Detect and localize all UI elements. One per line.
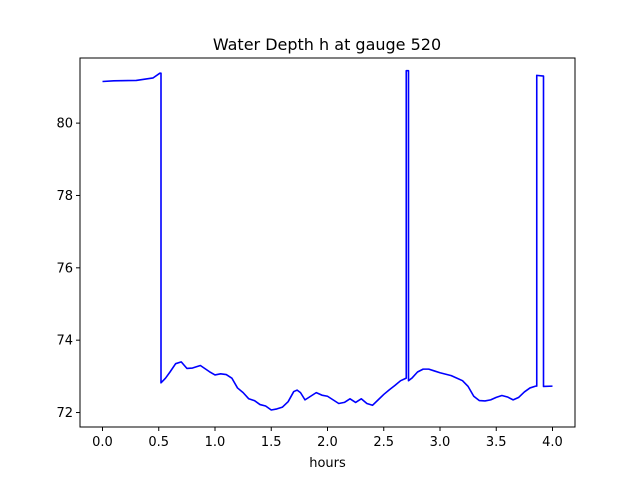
x-tick-label: 2.5 xyxy=(373,435,394,450)
x-tick-label: 0.0 xyxy=(92,435,113,450)
x-tick-label: 1.0 xyxy=(205,435,226,450)
x-tick-label: 3.5 xyxy=(486,435,507,450)
y-tick-label: 74 xyxy=(56,334,73,349)
x-tick-label: 4.0 xyxy=(542,435,563,450)
series-line-0 xyxy=(102,69,553,411)
x-tick-label: 0.5 xyxy=(148,435,169,450)
x-axis-label: hours xyxy=(309,456,346,471)
x-tick-label: 2.0 xyxy=(317,435,338,450)
y-tick-label: 78 xyxy=(56,189,73,204)
plot-frame xyxy=(79,57,576,428)
x-tick-label: 1.5 xyxy=(261,435,282,450)
y-tick-label: 76 xyxy=(56,261,73,276)
y-tick-label: 80 xyxy=(56,117,73,132)
plot-area xyxy=(102,69,553,411)
axis-ticks: 0.0 0.5 1.0 1.5 2.0 2.5 3.0 3.5 4.0 72 74 76 78 80 xyxy=(56,117,562,450)
x-tick-label: 3.0 xyxy=(430,435,451,450)
chart-title: Water Depth h at gauge 520 xyxy=(213,35,441,54)
y-tick-label: 72 xyxy=(56,406,73,421)
